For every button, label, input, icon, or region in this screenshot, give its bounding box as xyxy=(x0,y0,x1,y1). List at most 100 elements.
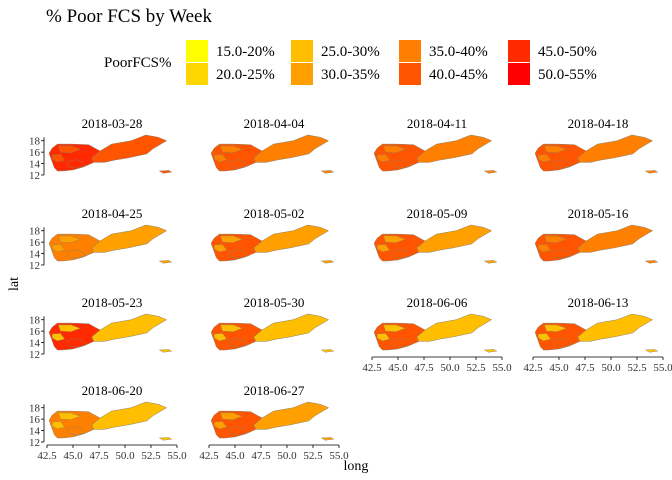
region-north xyxy=(544,145,567,153)
region-socotra xyxy=(158,260,173,264)
region-east xyxy=(91,401,168,430)
region-north xyxy=(58,235,81,243)
region-socotra xyxy=(483,260,498,264)
x-tick-label: 47.5 xyxy=(575,362,595,374)
y-tick-label: 12 xyxy=(29,260,40,272)
region-socotra xyxy=(158,349,173,353)
region-central xyxy=(391,249,411,259)
legend-label: 25.0-30% xyxy=(321,44,380,60)
region-central xyxy=(552,338,572,348)
legend-item: 45.0-50% xyxy=(508,40,597,62)
facet-strip-label: 2018-06-27 xyxy=(244,383,305,398)
x-tick-label: 42.5 xyxy=(523,362,543,374)
map-area xyxy=(210,224,335,264)
x-tick-label: 45.0 xyxy=(549,362,569,374)
y-tick-label: 14 xyxy=(29,426,41,438)
x-tick-label: 55.0 xyxy=(167,450,187,462)
facet-strip-label: 2018-05-30 xyxy=(244,295,305,310)
region-socotra xyxy=(483,170,498,174)
region-east xyxy=(416,224,493,253)
x-axis-label: long xyxy=(344,459,369,474)
region-north xyxy=(58,145,81,153)
x-tick-label: 55.0 xyxy=(329,450,349,462)
y-tick-label: 14 xyxy=(29,159,41,171)
y-tick-label: 12 xyxy=(29,170,40,182)
region-central xyxy=(552,159,572,169)
legend-swatch xyxy=(508,40,530,62)
y-tick-label: 14 xyxy=(29,249,41,261)
region-socotra xyxy=(320,170,335,174)
y-tick-label: 16 xyxy=(29,326,41,338)
region-east xyxy=(91,224,168,253)
region-east xyxy=(577,224,654,253)
region-north xyxy=(544,324,567,332)
facet-strip-label: 2018-05-23 xyxy=(82,295,143,310)
region-socotra xyxy=(320,437,335,441)
legend-label: 35.0-40% xyxy=(429,44,488,60)
y-tick-label: 14 xyxy=(29,338,41,350)
x-tick-label: 45.0 xyxy=(63,450,83,462)
region-north xyxy=(220,235,243,243)
region-east xyxy=(253,313,330,342)
map-area xyxy=(534,134,659,174)
facet-strip-label: 2018-06-20 xyxy=(82,383,143,398)
region-east xyxy=(253,134,330,163)
region-central xyxy=(66,338,86,348)
y-tick-label: 18 xyxy=(29,136,41,148)
x-tick-label: 45.0 xyxy=(225,450,245,462)
x-tick-label: 47.5 xyxy=(89,450,109,462)
x-tick-label: 50.0 xyxy=(601,362,621,374)
region-north xyxy=(220,412,243,420)
facet-strip-label: 2018-03-28 xyxy=(82,116,143,131)
facet-strip-label: 2018-05-09 xyxy=(407,206,468,221)
region-coast xyxy=(213,421,228,430)
region-socotra xyxy=(158,170,173,174)
region-east xyxy=(253,401,330,430)
region-central xyxy=(391,159,411,169)
region-north xyxy=(383,235,406,243)
x-tick-label: 50.0 xyxy=(115,450,135,462)
x-tick-label: 52.5 xyxy=(627,362,647,374)
region-coast xyxy=(537,333,552,342)
legend-swatch xyxy=(291,40,313,62)
map-area: 42.5 45.0 47.5 50.0 52.5 55.0 xyxy=(523,313,672,374)
region-central xyxy=(391,338,411,348)
region-north xyxy=(58,324,81,332)
legend-swatch xyxy=(508,63,530,85)
facet-strip-label: 2018-06-13 xyxy=(568,295,629,310)
region-east xyxy=(416,134,493,163)
region-socotra xyxy=(158,437,173,441)
map-area xyxy=(373,134,498,174)
legend-label: 30.0-35% xyxy=(321,67,380,83)
legend-item: 25.0-30% xyxy=(291,40,380,62)
y-tick-label: 18 xyxy=(29,226,41,238)
region-central xyxy=(66,426,86,436)
facet-panel: 2018-05-16 xyxy=(534,206,659,264)
legend-title: PoorFCS% xyxy=(104,55,172,71)
facet-panel: 2018-04-04 xyxy=(210,116,335,174)
map-area xyxy=(210,134,335,174)
x-tick-label: 52.5 xyxy=(466,362,486,374)
map-area: 42.5 45.0 47.5 50.0 52.5 55.0 xyxy=(199,401,349,462)
x-tick-label: 45.0 xyxy=(388,362,408,374)
region-socotra xyxy=(644,170,659,174)
region-socotra xyxy=(320,260,335,264)
region-coast xyxy=(213,244,228,253)
region-central xyxy=(228,426,248,436)
region-east xyxy=(253,224,330,253)
x-axis: 42.5 45.0 47.5 50.0 52.5 55.0 xyxy=(362,356,512,374)
region-socotra xyxy=(483,349,498,353)
facet-strip-label: 2018-05-16 xyxy=(568,206,629,221)
region-coast xyxy=(51,244,66,253)
x-axis: 42.5 45.0 47.5 50.0 52.5 55.0 xyxy=(523,356,672,374)
chart-title: % Poor FCS by Week xyxy=(46,6,212,27)
facet-panel: 2018-06-27 42.5 45.0 47.5 50.0 52.5 55.0 xyxy=(199,383,349,462)
legend-swatch xyxy=(399,63,421,85)
